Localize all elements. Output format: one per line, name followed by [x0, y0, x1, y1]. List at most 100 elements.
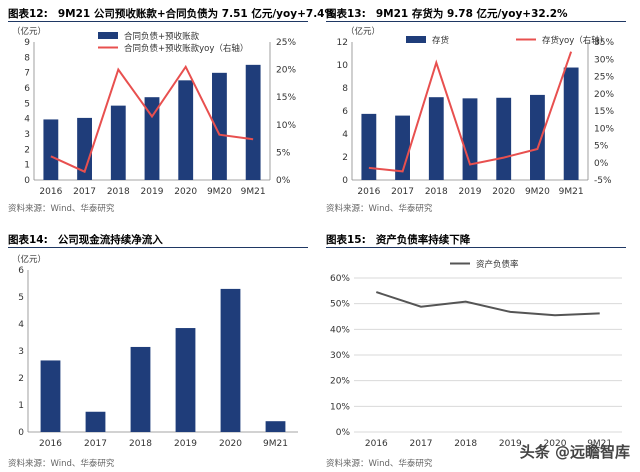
bar — [110, 105, 126, 180]
x-tick-label: 9M21 — [587, 439, 612, 449]
title-rule — [326, 21, 626, 22]
y-tick-right-label: 10% — [594, 124, 614, 134]
y-tick-label: 9 — [24, 38, 30, 48]
y-tick-label: 40% — [330, 325, 350, 335]
x-tick-label: 2018 — [425, 187, 448, 197]
chart-panel-fig12: 图表12: 9M21 公司预收账款+合同负债为 7.51 亿元/yoy+7.4% … — [8, 6, 335, 216]
bar — [212, 72, 227, 180]
figure-label: 图表12: — [8, 8, 48, 20]
x-tick-label: 2016 — [357, 187, 380, 197]
x-tick-label: 2017 — [84, 439, 107, 449]
y-tick-label: 6 — [342, 107, 348, 117]
legend-label: 存货 — [432, 35, 450, 46]
x-tick-label: 9M21 — [241, 187, 266, 197]
y-tick-right-label: 5% — [276, 148, 291, 158]
x-tick-label: 2017 — [410, 439, 433, 449]
bar — [220, 288, 241, 432]
y-tick-right-label: 15% — [594, 107, 614, 117]
title-rule — [8, 21, 308, 22]
bar — [361, 113, 377, 180]
bar — [395, 115, 410, 180]
chart-svg: 0 1 2 3 4 5 6 7 8 9 0% 5% 10% 15% 20% 25% （亿元） 2016 2017 20… — [12, 26, 296, 197]
chart-title: 图表14: 公司现金流持续净流入 — [8, 232, 163, 247]
chart-panel-fig14: 图表14: 公司现金流持续净流入 0 1 2 3 4 5 6 （亿元） 2016 2017 2018 2… — [8, 232, 316, 469]
bar — [40, 360, 61, 432]
y-tick-label: 4 — [342, 130, 348, 140]
legend-label: 存货yoy（右轴） — [542, 35, 608, 46]
unit-label: （亿元） — [12, 26, 46, 37]
y-tick-right-label: 15% — [276, 93, 296, 103]
x-tick-label: 2018 — [107, 187, 130, 197]
bar — [428, 97, 444, 180]
watermark: 头条 @远瞻智库 — [519, 443, 630, 461]
y-tick-label: 8 — [24, 53, 30, 63]
y-tick-label: 4 — [18, 320, 24, 330]
title-rule — [8, 247, 308, 248]
bar — [175, 328, 196, 432]
x-tick-label: 2016 — [39, 439, 62, 449]
y-tick-label: 6 — [18, 266, 24, 276]
y-tick-right-label: 10% — [276, 121, 296, 131]
x-tick-label: 2017 — [73, 187, 96, 197]
y-tick-label: 5 — [18, 293, 24, 303]
y-tick-right-label: 0% — [276, 176, 291, 186]
bar — [144, 97, 160, 180]
y-tick-label: 4 — [24, 115, 30, 125]
title-rule — [326, 247, 626, 248]
unit-label: （亿元） — [12, 254, 46, 265]
figure-label: 图表13: — [326, 8, 366, 20]
y-tick-label: 1 — [18, 401, 24, 411]
x-tick-label: 2016 — [39, 187, 62, 197]
x-tick-label: 2017 — [391, 187, 414, 197]
y-tick-label: 60% — [330, 274, 350, 284]
figure-title: 公司现金流持续净流入 — [57, 234, 163, 246]
chart-svg: 0 2 4 6 8 10 12 -5% 0% 5% 10% 15% 20% 25% 30% 35% （亿元） 20… — [337, 26, 615, 197]
bar — [563, 67, 579, 180]
x-tick-label: 9M20 — [525, 187, 550, 197]
bar — [496, 97, 512, 180]
figure-label: 图表15: — [326, 234, 366, 246]
x-tick-label: 2020 — [544, 439, 567, 449]
figure-title: 9M21 公司预收账款+合同负债为 7.51 亿元/yoy+7.4% — [57, 8, 336, 20]
unit-label: （亿元） — [346, 26, 380, 37]
x-tick-label: 2018 — [454, 439, 477, 449]
x-tick-label: 2019 — [499, 439, 522, 449]
y-tick-label: 2 — [24, 145, 30, 155]
x-tick-label: 2018 — [129, 439, 152, 449]
y-tick-label: 12 — [337, 38, 348, 48]
legend-label: 合同负债+预收账款yoy（右轴） — [124, 43, 248, 54]
chart-title: 图表13: 9M21 存货为 9.78 亿元/yoy+32.2% — [326, 6, 568, 21]
chart-title: 图表15: 资产负债率持续下降 — [326, 232, 470, 247]
y-tick-label: 0 — [24, 176, 30, 186]
legend-swatch-bar — [98, 32, 118, 39]
x-tick-label: 2019 — [459, 187, 482, 197]
bar — [265, 421, 286, 432]
y-tick-label: 10 — [337, 61, 349, 71]
x-tick-label: 9M21 — [559, 187, 584, 197]
x-tick-label: 2020 — [219, 439, 242, 449]
y-tick-right-label: 30% — [594, 55, 614, 65]
y-tick-right-label: -5% — [594, 176, 612, 186]
chart-svg: 0% 10% 20% 30% 40% 50% 60% 2016 2017 2018 2019 2020… — [330, 259, 622, 449]
bar — [530, 94, 545, 180]
x-tick-label: 2016 — [365, 439, 388, 449]
legend-swatch-bar — [406, 36, 426, 43]
y-tick-label: 50% — [330, 300, 350, 310]
y-tick-label: 0 — [342, 176, 348, 186]
chart-panel-fig13: 图表13: 9M21 存货为 9.78 亿元/yoy+32.2% 0 2 4 6 8 10 1… — [326, 6, 634, 216]
source-note: 资料来源：Wind、华泰研究 — [8, 459, 115, 469]
y-tick-label: 10% — [330, 402, 350, 412]
y-tick-right-label: 20% — [594, 90, 614, 100]
y-tick-label: 6 — [24, 84, 30, 94]
y-tick-label: 0 — [18, 428, 24, 438]
bar — [77, 117, 92, 180]
y-tick-right-label: 0% — [594, 159, 609, 169]
y-tick-label: 1 — [24, 161, 30, 171]
figure-title: 资产负债率持续下降 — [375, 234, 471, 246]
source-note: 资料来源：Wind、华泰研究 — [326, 204, 433, 214]
y-tick-label: 0% — [336, 428, 351, 438]
y-tick-label: 2 — [18, 374, 24, 384]
legend-label: 合同负债+预收账款 — [124, 31, 200, 42]
x-tick-label: 2019 — [174, 439, 197, 449]
y-tick-label: 8 — [342, 84, 348, 94]
